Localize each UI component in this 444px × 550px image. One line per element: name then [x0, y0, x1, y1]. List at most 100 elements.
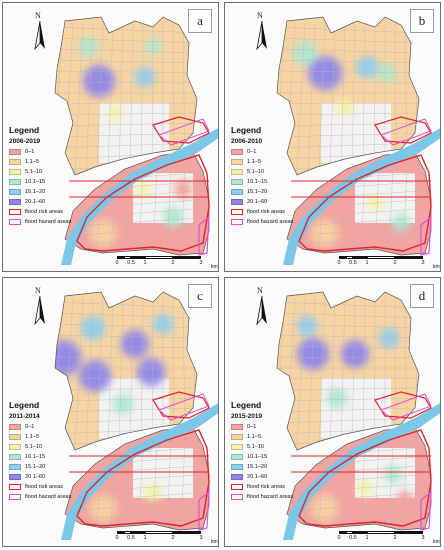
- scale-segment: [367, 531, 395, 534]
- density-blob: [89, 494, 117, 522]
- legend-item: flood risk areas: [231, 482, 297, 492]
- density-blob: [379, 328, 399, 348]
- legend-swatch: [231, 209, 243, 215]
- legend-item: 15.1–20: [9, 462, 75, 472]
- scale-segment: [124, 256, 131, 259]
- road: [287, 500, 431, 512]
- density-blob: [297, 338, 329, 370]
- road: [402, 437, 408, 530]
- scale-unit: km: [211, 539, 218, 545]
- legend-label: flood hazard areas: [247, 494, 294, 500]
- legend-swatch: [231, 169, 243, 175]
- flood-risk-area: [298, 429, 432, 527]
- road: [194, 162, 200, 255]
- scale-tick-label: 0: [337, 260, 341, 266]
- flood-hazard-area: [198, 215, 210, 256]
- road: [55, 37, 197, 44]
- road: [65, 216, 209, 228]
- road: [388, 437, 394, 530]
- road: [374, 437, 380, 530]
- road: [374, 162, 380, 255]
- road: [329, 22, 336, 174]
- legend-item: 1.1–5: [9, 157, 75, 167]
- road: [110, 162, 116, 255]
- legend-label: 5.1–10: [247, 169, 265, 175]
- road: [362, 22, 366, 174]
- legend-swatch: [231, 484, 243, 490]
- road: [351, 22, 356, 174]
- legend-item: flood risk areas: [9, 482, 75, 492]
- legend: Legend 2006-2019 0–1 1.1–5 5.1–10 10.1–15 15…: [9, 125, 75, 227]
- legend-swatch: [9, 189, 21, 195]
- legend-label: flood risk areas: [25, 209, 63, 215]
- legend: Legend 2011-2014 0–1 1.1–5 5.1–10 10.1–15 15…: [9, 400, 75, 502]
- road: [277, 345, 419, 349]
- road: [351, 297, 356, 449]
- legend-swatch: [231, 424, 243, 430]
- flood-risk-area: [152, 391, 210, 419]
- road: [277, 377, 419, 380]
- road: [166, 437, 172, 530]
- legend-label: 15.1–20: [25, 189, 46, 195]
- legend-label: 10.1–15: [247, 179, 268, 185]
- map-panel-d: d N Legend 2015-2019 0–1 1.1–5 5.1–10 10.1–…: [224, 277, 441, 547]
- road: [85, 297, 94, 449]
- road: [138, 162, 144, 255]
- legend-item: 0–1: [9, 422, 75, 432]
- road: [55, 132, 197, 138]
- road: [65, 509, 209, 521]
- road: [388, 162, 394, 255]
- scale-segment: [346, 531, 353, 534]
- legend-period: 2015-2019: [231, 413, 263, 420]
- density-blob: [357, 480, 373, 496]
- legend-item: flood risk areas: [231, 207, 297, 217]
- legend-swatch: [231, 199, 243, 205]
- road: [55, 102, 197, 105]
- panel-letter-d: d: [410, 284, 434, 308]
- road: [277, 26, 419, 34]
- density-blob: [174, 180, 192, 198]
- road: [151, 297, 154, 449]
- legend-item: 0–1: [231, 422, 297, 432]
- flood-hazard-area: [158, 393, 210, 421]
- scale-tick-label: 2: [171, 260, 175, 266]
- density-blob: [107, 105, 123, 121]
- river: [61, 128, 218, 265]
- road: [166, 162, 172, 255]
- road: [332, 162, 338, 255]
- road: [277, 59, 419, 64]
- scale-tick-label: 3: [421, 535, 425, 541]
- legend-swatch: [9, 454, 21, 460]
- road: [55, 26, 197, 34]
- road: [55, 323, 197, 329]
- road: [180, 162, 186, 255]
- road: [74, 297, 84, 449]
- legend-swatch: [231, 454, 243, 460]
- road: [416, 437, 422, 530]
- road: [55, 407, 197, 413]
- legend-swatch: [9, 199, 21, 205]
- scale-segment: [395, 256, 423, 259]
- road: [332, 437, 338, 530]
- river: [283, 128, 440, 265]
- density-surface: [89, 180, 192, 247]
- road: [55, 345, 197, 349]
- density-blob: [79, 37, 99, 57]
- legend-label: 0–1: [25, 149, 35, 155]
- legend-label: 5.1–10: [247, 444, 265, 450]
- road: [55, 312, 197, 319]
- road: [360, 162, 366, 255]
- legend-label: 0–1: [247, 149, 257, 155]
- road: [277, 356, 419, 359]
- flood-map-c: [54, 291, 218, 540]
- road: [277, 122, 419, 127]
- road: [277, 397, 419, 402]
- legend-swatch: [9, 494, 21, 500]
- road: [65, 473, 209, 485]
- scale-tick-label: 3: [199, 535, 203, 541]
- legend-swatch: [9, 179, 21, 185]
- legend-item: 20.1–60: [231, 472, 297, 482]
- road: [55, 81, 197, 84]
- district-outline: [276, 291, 420, 451]
- legend-swatch: [9, 464, 21, 470]
